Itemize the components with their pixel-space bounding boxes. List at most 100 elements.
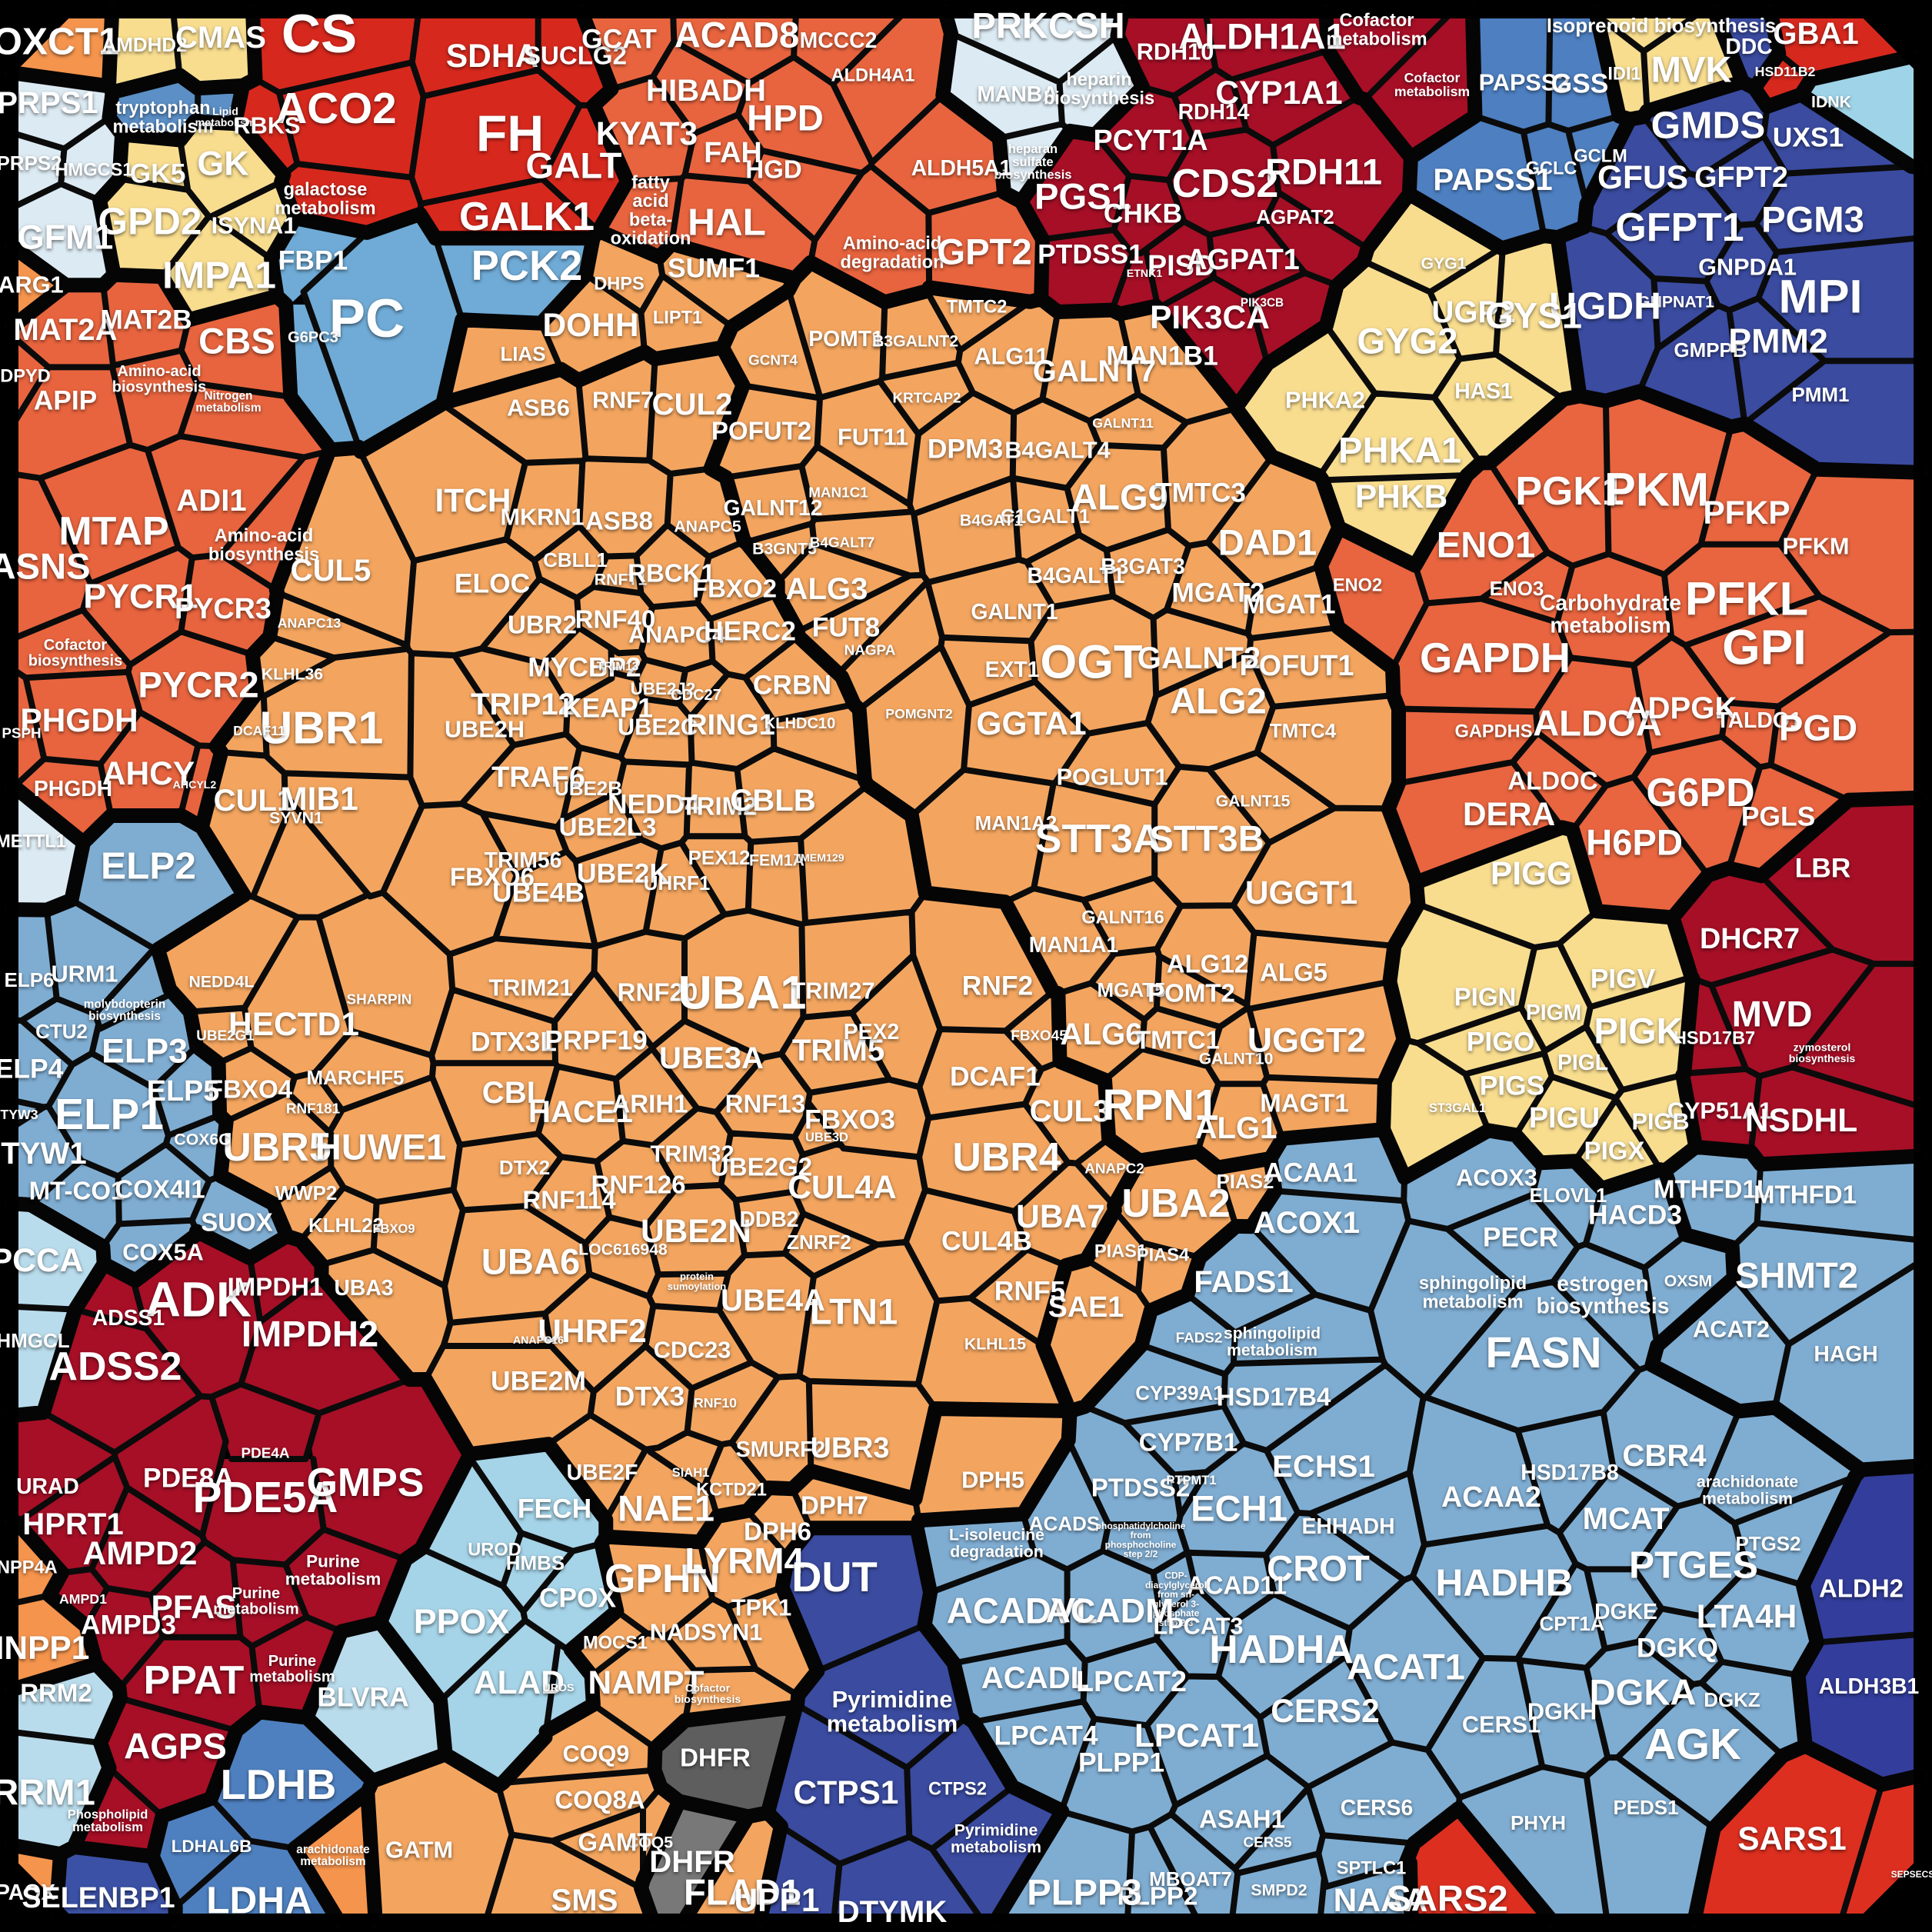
cell[interactable] [852,955,941,1088]
cell[interactable] [1774,1261,1920,1470]
cell[interactable] [1310,1472,1424,1581]
cell[interactable] [43,1309,201,1453]
cell[interactable] [1208,752,1335,843]
cell[interactable] [315,1031,434,1111]
cell[interactable] [1634,637,1727,753]
cell[interactable] [360,404,525,561]
cell[interactable] [1163,408,1272,546]
cell[interactable] [1800,57,1920,168]
cell[interactable] [1154,766,1269,906]
cell[interactable] [801,911,914,1018]
cell[interactable] [486,1834,653,1920]
cell[interactable] [74,1767,163,1857]
cell[interactable] [1264,192,1368,285]
cell[interactable] [1734,1477,1855,1585]
cell[interactable] [244,917,351,1078]
cell[interactable] [31,1161,119,1247]
cell[interactable] [1536,658,1651,786]
cell[interactable] [95,948,172,1029]
cell[interactable] [1557,554,1672,665]
cell[interactable] [1224,1359,1386,1451]
cell[interactable] [919,1104,1068,1212]
cell[interactable] [1700,1568,1817,1676]
cell[interactable] [615,1048,698,1146]
cell[interactable] [1266,1364,1424,1514]
cell[interactable] [14,758,112,843]
cell[interactable] [285,1529,406,1632]
cell[interactable] [1664,544,1820,646]
cell[interactable] [1198,1084,1283,1168]
cell[interactable] [1672,868,1833,986]
cell[interactable] [133,1232,261,1397]
cell[interactable] [1112,253,1158,315]
cell[interactable] [928,192,1043,302]
cell[interactable] [1270,1129,1405,1201]
cell[interactable] [1104,1048,1219,1161]
cell[interactable] [710,595,798,678]
cell[interactable] [1318,1835,1414,1887]
cell[interactable] [728,1587,818,1696]
cell[interactable] [276,448,415,645]
cell[interactable] [1153,609,1251,696]
cell[interactable] [1262,1077,1385,1139]
cell[interactable] [1415,462,1547,604]
cell[interactable] [12,367,131,478]
cell[interactable] [1260,1656,1393,1787]
cell[interactable] [1091,948,1160,1020]
cell[interactable] [61,118,122,201]
cell[interactable] [1103,1524,1188,1573]
cell[interactable] [220,1092,331,1204]
cell[interactable] [646,1184,745,1275]
cell[interactable] [1055,722,1180,804]
cell[interactable] [1700,135,1787,225]
cell[interactable] [911,769,1054,902]
cell[interactable] [797,1625,967,1768]
cell[interactable] [431,989,555,1064]
cell[interactable] [784,1214,878,1277]
cell[interactable] [1004,888,1114,994]
cell[interactable] [601,1537,713,1637]
cell[interactable] [12,909,57,1021]
cell[interactable] [1557,227,1658,401]
cell[interactable] [181,555,278,655]
cell[interactable] [461,734,580,828]
cell[interactable] [641,603,713,671]
cell[interactable] [690,674,774,769]
cell[interactable] [498,1770,661,1841]
cell[interactable] [1616,1074,1696,1171]
cell[interactable] [173,12,255,88]
cell[interactable] [1605,391,1731,575]
cell[interactable] [1729,298,1825,424]
cell[interactable] [538,1066,623,1162]
cell[interactable] [1012,398,1100,488]
cell[interactable] [1114,1151,1237,1257]
cell[interactable] [1521,943,1591,1051]
cell[interactable] [1042,310,1138,421]
cell[interactable] [1158,277,1268,407]
cell[interactable] [263,648,411,778]
cell[interactable] [555,971,653,1079]
cell[interactable] [768,1704,910,1864]
cell[interactable] [1682,1068,1760,1152]
cell[interactable] [749,150,862,241]
cell[interactable] [284,773,422,897]
cell[interactable] [1392,598,1571,712]
cell[interactable] [678,661,728,718]
cell[interactable] [794,12,905,85]
cell[interactable] [1758,238,1920,361]
cell[interactable] [1458,1767,1607,1920]
cell[interactable] [1512,732,1607,831]
cell[interactable] [12,474,91,639]
cell[interactable] [481,578,580,664]
cell[interactable] [1257,695,1399,809]
cell[interactable] [999,124,1071,202]
cell[interactable] [158,895,298,1012]
cell[interactable] [1156,956,1248,1028]
cell[interactable] [1209,222,1305,298]
cell[interactable] [552,1807,643,1888]
cell[interactable] [102,1220,198,1281]
cell[interactable] [880,362,973,435]
cell[interactable] [1584,116,1689,234]
cell[interactable] [92,993,197,1088]
cell[interactable] [666,1598,756,1671]
